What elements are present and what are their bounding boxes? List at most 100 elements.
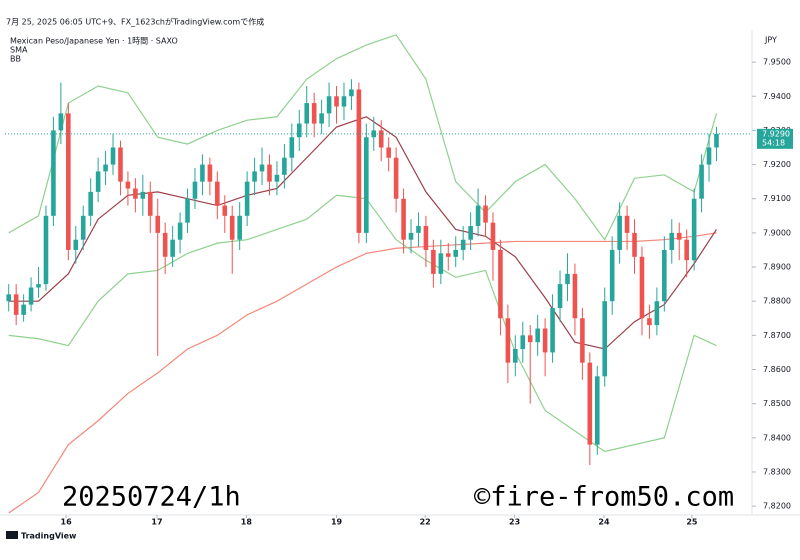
- candle-body: [565, 273, 570, 285]
- candle-body: [542, 328, 548, 353]
- y-tick-label: 7.8900: [763, 263, 791, 272]
- indicator-label: SMA: [10, 46, 28, 55]
- candle-body: [662, 249, 667, 302]
- x-tick-label: 23: [509, 518, 520, 527]
- candle-body: [602, 301, 608, 377]
- candle-body: [624, 215, 630, 233]
- candle-body: [162, 232, 168, 257]
- candle-body: [617, 215, 622, 250]
- candle-body: [140, 191, 146, 199]
- candle-body: [334, 96, 339, 107]
- candle-body: [66, 113, 71, 250]
- candle-body: [73, 239, 79, 250]
- candle-body: [431, 249, 436, 274]
- candle-body: [51, 130, 56, 216]
- footer-brand: TradingView: [21, 532, 77, 541]
- candle-body: [513, 349, 518, 363]
- candle-body: [95, 171, 101, 192]
- candle-body: [289, 137, 295, 158]
- chart-title: Mexican Peso/Japanese Yen · 1時間 · SAXO: [10, 37, 178, 46]
- candle-body: [13, 294, 19, 315]
- y-tick-label: 7.8800: [763, 297, 791, 306]
- candle-body: [520, 335, 526, 350]
- y-tick-label: 7.9000: [763, 228, 791, 237]
- candle-body: [676, 232, 682, 240]
- x-tick-label: 22: [420, 518, 431, 527]
- logo: [6, 531, 18, 539]
- candle-body: [580, 318, 585, 363]
- last-price-label: 7.9290: [762, 129, 790, 138]
- candle-body: [274, 174, 280, 182]
- candle-body: [118, 147, 123, 182]
- candle-body: [103, 164, 108, 172]
- candle-body: [691, 198, 697, 261]
- candle-body: [326, 96, 332, 114]
- created-note: 7月 25, 2025 06:05 UTC+9、FX_1623chがTradin…: [6, 17, 264, 27]
- candle-body: [88, 191, 93, 216]
- y-tick-label: 7.8300: [763, 467, 791, 476]
- y-tick-label: 7.9200: [763, 160, 791, 169]
- candle-body: [647, 318, 652, 326]
- candle-body: [475, 205, 481, 227]
- candle-body: [445, 253, 451, 257]
- candle-body: [58, 113, 64, 131]
- candle-body: [185, 198, 190, 223]
- candle-body: [296, 123, 302, 138]
- candle-body: [505, 318, 511, 363]
- candle-body: [244, 181, 250, 216]
- candle-body: [110, 147, 116, 165]
- candle-body: [237, 215, 242, 240]
- candle-body: [654, 301, 660, 326]
- candle-body: [587, 362, 593, 445]
- y-tick-label: 7.9400: [763, 92, 791, 101]
- candle-body: [423, 226, 429, 250]
- candle-body: [371, 130, 377, 138]
- candle-body: [699, 164, 704, 199]
- x-tick-label: 16: [61, 518, 73, 527]
- y-tick-label: 7.8600: [763, 365, 791, 374]
- candle-body: [572, 273, 578, 319]
- candle-body: [453, 249, 459, 257]
- candle-body: [6, 294, 12, 302]
- candle-body: [125, 181, 131, 189]
- candle-body: [490, 222, 496, 250]
- candle-body: [207, 164, 213, 182]
- candle-body: [200, 164, 205, 182]
- candle-body: [147, 191, 153, 216]
- candle-body: [21, 304, 26, 315]
- candle-body: [229, 215, 235, 240]
- candle-body: [311, 103, 317, 124]
- watermark: ©fire-from50.com: [474, 482, 734, 513]
- candle-body: [527, 335, 533, 343]
- candle-body: [43, 215, 49, 285]
- candle-body: [215, 181, 220, 206]
- y-tick-label: 7.9500: [763, 58, 791, 67]
- indicator-line: [8, 34, 718, 241]
- watermark: 20250724/1h: [62, 482, 241, 513]
- candle-body: [714, 133, 719, 148]
- candle-body: [401, 198, 406, 240]
- candle-body: [28, 287, 34, 305]
- candle-body: [356, 89, 362, 233]
- candle-body: [36, 284, 41, 288]
- candle-body: [408, 232, 414, 240]
- candle-body: [222, 205, 228, 216]
- indicator-line: [8, 232, 717, 514]
- candle-body: [259, 164, 265, 172]
- plot: [5, 34, 750, 514]
- candle-body: [706, 147, 712, 165]
- candle-body: [304, 103, 310, 124]
- indicator-label: BB: [10, 55, 21, 64]
- candle-body: [378, 130, 384, 148]
- candle-body: [80, 215, 86, 240]
- y-tick-label: 7.8200: [763, 502, 791, 511]
- candle-body: [349, 89, 354, 97]
- candle-body: [550, 308, 555, 353]
- x-tick-label: 18: [241, 518, 253, 527]
- y-tick-label: 7.8500: [763, 399, 791, 408]
- y-tick-label: 7.9100: [763, 194, 791, 203]
- candle-body: [498, 249, 503, 319]
- candle-body: [364, 137, 369, 233]
